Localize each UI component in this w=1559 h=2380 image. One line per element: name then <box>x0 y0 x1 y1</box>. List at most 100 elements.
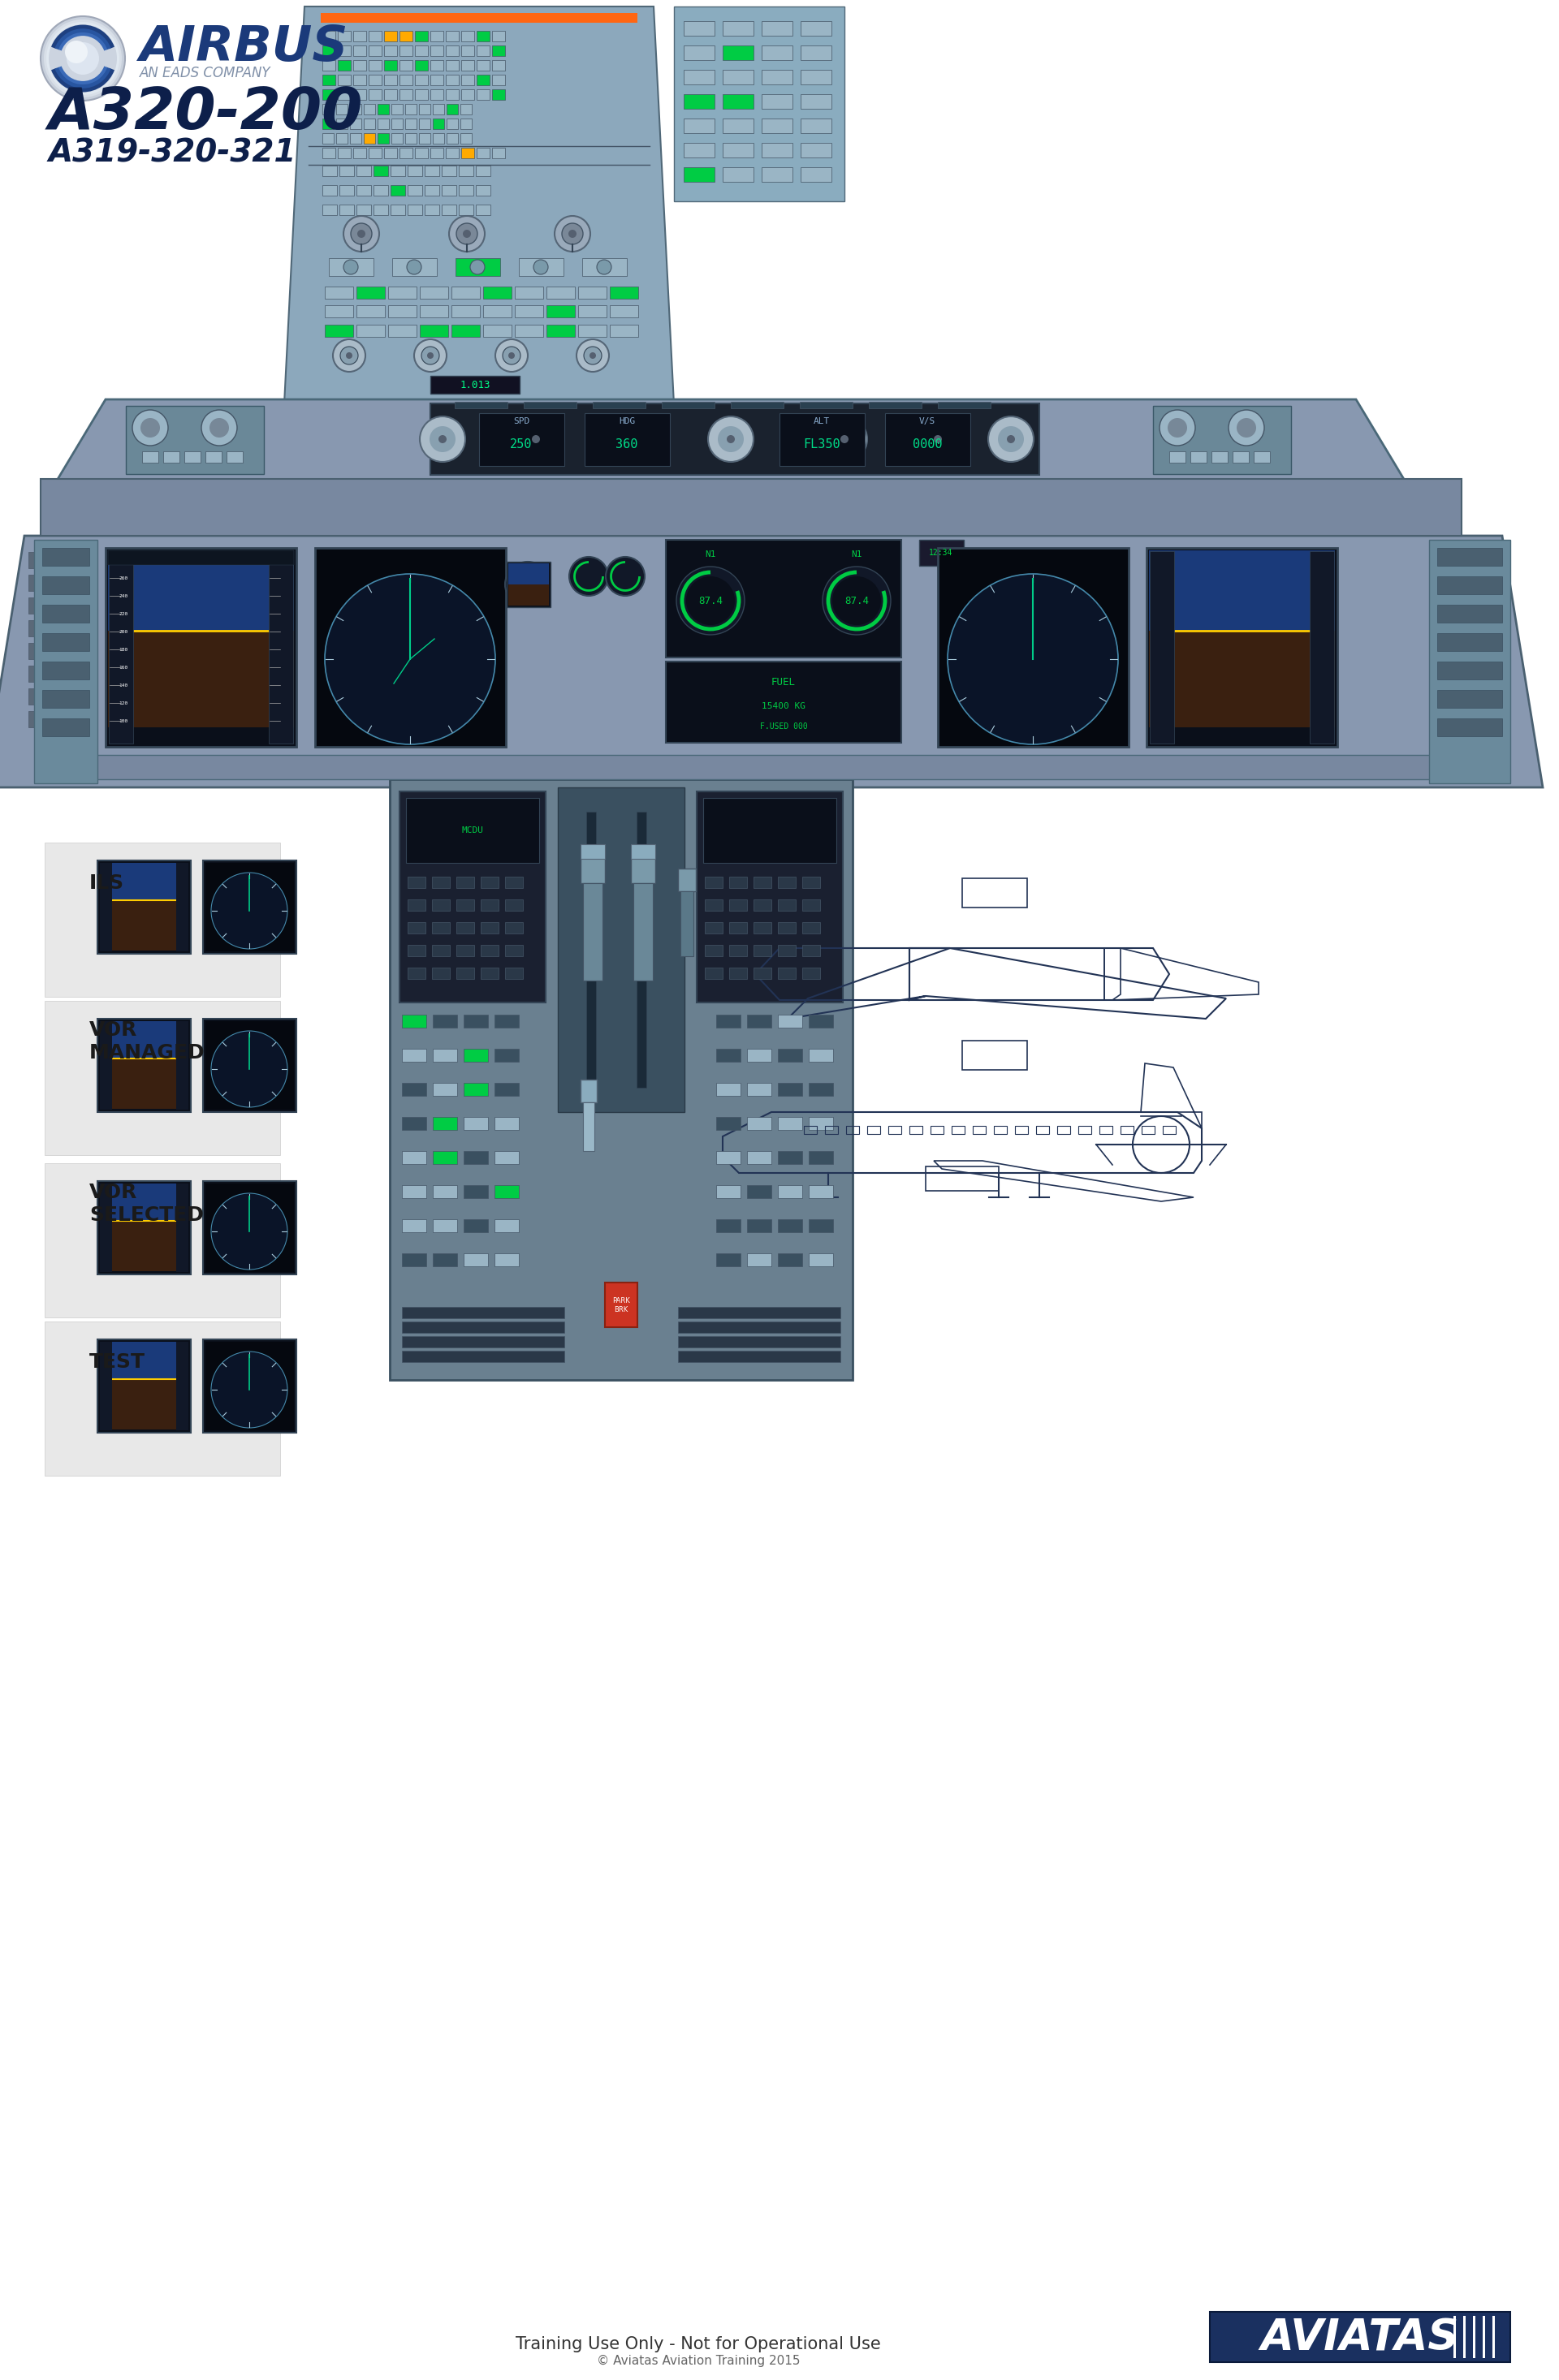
Bar <box>762 95 792 109</box>
Bar <box>377 105 388 114</box>
Bar <box>494 1219 519 1233</box>
Bar <box>407 186 422 195</box>
Bar <box>374 205 388 214</box>
Circle shape <box>419 417 465 462</box>
Bar <box>430 90 443 100</box>
Bar <box>323 119 334 129</box>
Circle shape <box>831 426 857 452</box>
Bar <box>405 119 416 129</box>
Bar <box>206 1021 295 1109</box>
Bar <box>424 205 440 214</box>
Bar <box>402 1321 564 1333</box>
Circle shape <box>708 417 753 462</box>
Bar <box>446 119 458 129</box>
Bar <box>206 1342 295 1430</box>
Bar <box>48 754 1470 778</box>
Bar <box>477 90 490 100</box>
Bar <box>1163 1126 1175 1133</box>
Bar <box>391 105 402 114</box>
Bar <box>402 1254 426 1266</box>
Circle shape <box>463 231 471 238</box>
Bar <box>393 257 437 276</box>
Bar <box>402 1014 426 1028</box>
Bar <box>493 148 505 159</box>
Bar <box>1149 631 1335 728</box>
Bar <box>809 1116 833 1130</box>
Bar <box>363 105 376 114</box>
Bar <box>399 90 413 100</box>
Text: FUEL: FUEL <box>772 676 795 688</box>
Bar <box>100 1021 112 1109</box>
Bar <box>801 45 831 60</box>
Bar <box>809 1254 833 1266</box>
Text: F.USED 000: F.USED 000 <box>759 724 808 731</box>
Bar <box>716 1185 741 1197</box>
Circle shape <box>343 259 359 274</box>
Bar <box>494 1116 519 1130</box>
Bar <box>324 286 354 300</box>
Bar <box>801 95 831 109</box>
Bar <box>377 119 388 129</box>
Bar <box>1437 690 1503 707</box>
Bar <box>349 119 362 129</box>
Bar <box>684 45 714 60</box>
Circle shape <box>334 340 365 371</box>
Bar <box>357 205 371 214</box>
Circle shape <box>427 352 433 359</box>
Bar <box>363 119 376 129</box>
Bar <box>580 1081 597 1102</box>
Bar <box>415 90 427 100</box>
Bar <box>1473 2316 1475 2359</box>
Bar <box>321 12 638 24</box>
Circle shape <box>67 43 100 74</box>
Bar <box>477 31 490 40</box>
Bar <box>480 900 499 912</box>
Bar <box>1430 540 1511 783</box>
Bar <box>176 1021 189 1109</box>
Circle shape <box>438 436 446 443</box>
Bar <box>323 205 337 214</box>
Text: ALT: ALT <box>814 417 829 426</box>
Bar <box>377 133 388 143</box>
Bar <box>494 1083 519 1095</box>
Circle shape <box>589 352 596 359</box>
Bar <box>582 257 627 276</box>
Bar <box>463 1254 488 1266</box>
Circle shape <box>561 224 583 245</box>
Bar <box>97 1019 190 1111</box>
Bar <box>631 845 655 859</box>
Circle shape <box>822 417 867 462</box>
Bar <box>886 414 970 466</box>
Text: 15400 KG: 15400 KG <box>762 702 806 709</box>
Bar <box>100 1183 112 1271</box>
Polygon shape <box>0 536 1543 788</box>
Bar <box>432 945 451 957</box>
Bar <box>1437 719 1503 735</box>
Bar <box>1121 1126 1133 1133</box>
Bar <box>399 74 413 86</box>
Bar <box>419 324 449 338</box>
Bar <box>1464 2316 1465 2359</box>
Bar <box>762 45 792 60</box>
Bar <box>329 257 374 276</box>
Bar <box>176 1183 189 1271</box>
Text: 1.013: 1.013 <box>460 378 490 390</box>
Bar <box>939 402 990 409</box>
Bar <box>415 31 427 40</box>
Bar <box>1169 452 1185 462</box>
Bar <box>323 105 334 114</box>
Bar <box>340 186 354 195</box>
Bar <box>106 547 296 747</box>
Circle shape <box>496 340 529 371</box>
Bar <box>494 1014 519 1028</box>
Circle shape <box>726 436 734 443</box>
Bar <box>391 205 405 214</box>
Bar <box>415 74 427 86</box>
Text: 0000: 0000 <box>912 438 942 450</box>
Bar <box>340 205 354 214</box>
Bar <box>338 90 351 100</box>
Bar <box>368 31 382 40</box>
Bar <box>100 1183 189 1223</box>
Circle shape <box>505 562 550 607</box>
Circle shape <box>833 576 881 626</box>
